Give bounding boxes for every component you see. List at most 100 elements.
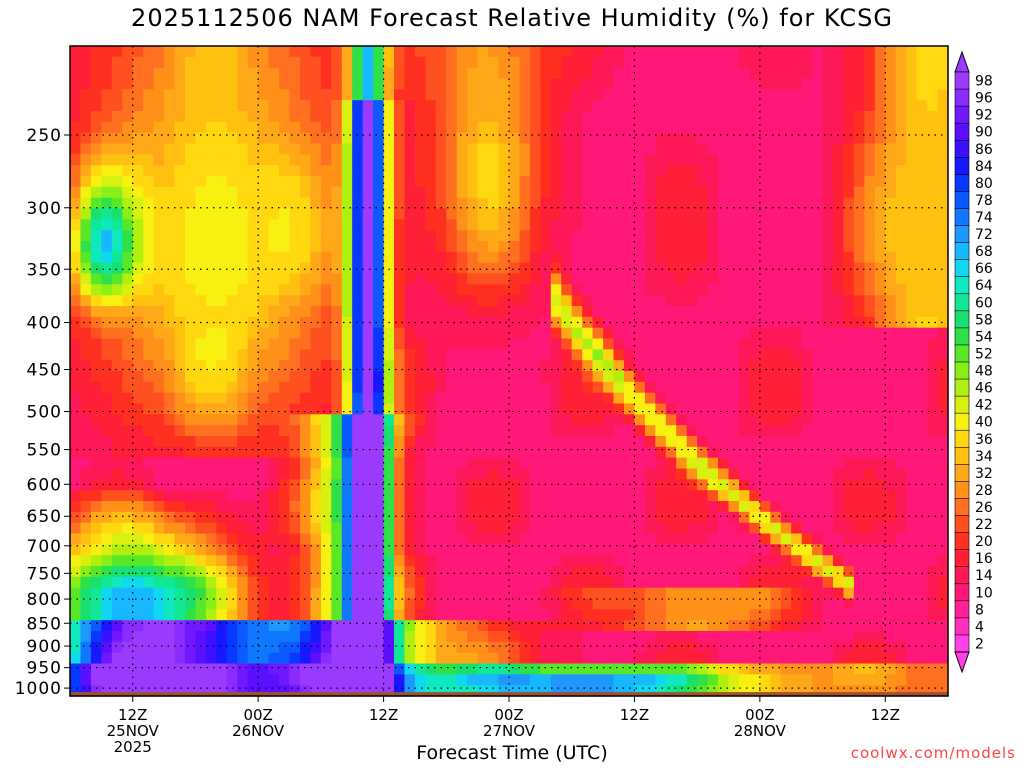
rh-cell: [644, 121, 656, 134]
rh-cell: [268, 381, 280, 394]
rh-cell: [561, 111, 573, 123]
rh-cell: [122, 544, 134, 556]
rh-cell: [644, 544, 656, 556]
rh-cell: [268, 186, 280, 199]
rh-cell: [320, 566, 332, 578]
rh-cell: [226, 652, 238, 665]
rh-cell: [111, 230, 123, 242]
rh-cell: [362, 652, 374, 665]
rh-cell: [634, 154, 646, 166]
rh-cell: [676, 446, 688, 459]
rh-cell: [613, 403, 625, 415]
rh-cell: [498, 46, 510, 58]
rh-cell: [885, 479, 897, 491]
rh-cell: [509, 392, 521, 405]
rh-cell: [488, 544, 500, 556]
rh-cell: [592, 67, 604, 80]
rh-cell: [247, 609, 259, 621]
rh-cell: [561, 392, 573, 405]
rh-cell: [237, 111, 249, 123]
rh-cell: [289, 186, 301, 199]
rh-cell: [697, 392, 709, 405]
rh-cell: [665, 555, 677, 567]
rh-cell: [833, 121, 845, 134]
rh-cell: [749, 392, 761, 405]
rh-cell: [906, 338, 918, 350]
rh-cell: [289, 414, 301, 426]
rh-cell: [279, 46, 291, 58]
rh-cell: [728, 511, 740, 524]
rh-cell: [833, 533, 845, 545]
rh-cell: [237, 186, 249, 199]
rh-cell: [341, 414, 353, 426]
rh-cell: [498, 392, 510, 405]
rh-cell: [90, 67, 102, 80]
rh-cell: [906, 316, 918, 329]
rh-cell: [540, 403, 552, 415]
rh-cell: [414, 620, 426, 632]
rh-cell: [279, 414, 291, 426]
rh-cell: [205, 165, 217, 177]
rh-cell: [425, 360, 437, 372]
rh-cell: [373, 241, 385, 253]
rh-cell: [164, 533, 176, 545]
rh-cell: [509, 468, 521, 480]
rh-cell: [770, 425, 782, 437]
rh-cell: [341, 251, 353, 264]
rh-cell: [247, 490, 259, 502]
rh-cell: [195, 273, 207, 285]
rh-cell: [143, 219, 155, 231]
rh-cell: [352, 533, 364, 545]
rh-cell: [320, 100, 332, 112]
rh-cell: [164, 100, 176, 112]
rh-cell: [759, 230, 771, 242]
rh-cell: [927, 609, 939, 621]
rh-cell: [226, 154, 238, 166]
rh-cell: [373, 273, 385, 285]
rh-cell: [498, 67, 510, 80]
rh-cell: [812, 555, 824, 567]
rh-cell: [456, 100, 468, 112]
rh-cell: [906, 446, 918, 459]
rh-cell: [634, 219, 646, 231]
rh-cell: [686, 501, 698, 513]
rh-cell: [624, 663, 636, 675]
rh-cell: [279, 609, 291, 621]
rh-cell: [780, 620, 792, 632]
rh-cell: [853, 295, 865, 307]
rh-cell: [122, 620, 134, 632]
rh-cell: [111, 154, 123, 166]
rh-cell: [770, 295, 782, 307]
rh-cell: [540, 100, 552, 112]
rh-cell: [80, 111, 92, 123]
rh-cell: [916, 89, 928, 101]
rh-cell: [456, 230, 468, 242]
rh-cell: [435, 273, 447, 285]
rh-cell: [697, 56, 709, 69]
rh-cell: [488, 566, 500, 578]
rh-cell: [90, 132, 102, 145]
rh-cell: [258, 576, 270, 589]
rh-cell: [686, 468, 698, 480]
rh-cell: [739, 631, 751, 643]
rh-cell: [498, 685, 510, 697]
rh-cell: [362, 186, 374, 199]
rh-cell: [853, 262, 865, 275]
rh-cell: [435, 327, 447, 340]
rh-cell: [916, 609, 928, 621]
rh-cell: [80, 685, 92, 697]
rh-cell: [247, 154, 259, 166]
rh-cell: [603, 284, 615, 296]
rh-cell: [571, 414, 583, 426]
rh-cell: [529, 631, 541, 643]
rh-cell: [226, 56, 238, 69]
rh-cell: [467, 208, 479, 220]
rh-cell: [644, 78, 656, 90]
rh-cell: [226, 403, 238, 415]
rh-cell: [414, 208, 426, 220]
rh-cell: [477, 67, 489, 80]
rh-cell: [101, 609, 113, 621]
rh-cell: [791, 262, 803, 275]
rh-cell: [561, 327, 573, 340]
rh-cell: [425, 251, 437, 264]
